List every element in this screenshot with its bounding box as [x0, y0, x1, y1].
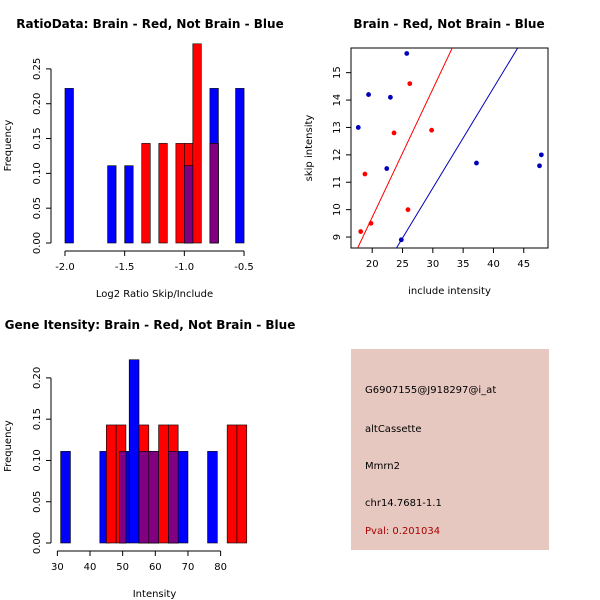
scatter-fit-line-not-brain [396, 48, 519, 248]
gene-y-tick-label: 0.15 [32, 408, 43, 430]
gene-x-tick-label: 60 [149, 562, 162, 573]
scatter-y-tick-label: 11 [332, 176, 343, 189]
scatter-point-not-brain [366, 92, 371, 97]
scatter-point-not-brain [355, 125, 361, 130]
pval: Pval: 0.201034 [365, 526, 441, 537]
ratio-bar-not-brain [107, 165, 117, 244]
gene-y-label: Frequency [3, 420, 14, 472]
gene-y-tick-label: 0.10 [32, 449, 43, 471]
probe-id: G6907155@J918297@i_at [365, 385, 497, 396]
scatter-x-label: include intensity [408, 286, 491, 297]
gene-bar-overlap [138, 451, 150, 544]
ratio-bar-brain [158, 143, 168, 244]
scatter-x-tick-label: 45 [517, 259, 530, 270]
ratio-y-tick-label: 0.00 [32, 232, 43, 254]
scatter-point-not-brain [388, 94, 393, 100]
gene-bar-overlap [119, 451, 127, 544]
gene-title: Gene Itensity: Brain - Red, Not Brain - … [5, 318, 296, 332]
gene-bar-brain [106, 424, 117, 544]
ratio-y-tick-label: 0.05 [32, 197, 43, 219]
ratio-bar-overlap [209, 143, 219, 244]
gene-y-tick-label: 0.20 [32, 367, 43, 389]
ratio-bar-brain [175, 143, 185, 244]
ratio-bar-not-brain [64, 88, 74, 244]
scatter-point-brain [358, 229, 364, 234]
gene-bar-not-brain [128, 359, 140, 544]
gene-x-tick-label: 70 [182, 562, 195, 573]
scatter-y-tick-label: 15 [332, 66, 343, 79]
ratio-y-tick-label: 0.15 [32, 127, 43, 149]
gene-bar-overlap [148, 451, 159, 544]
gene-bar-not-brain [207, 451, 218, 544]
scatter-y-label: skip intensity [304, 115, 315, 182]
gene-bar-overlap [168, 451, 179, 544]
ratio-y-tick-label: 0.25 [32, 58, 43, 80]
ratio-title: RatioData: Brain - Red, Not Brain - Blue [16, 17, 283, 31]
ratio-bar-brain [141, 143, 151, 244]
scatter-point-not-brain [537, 163, 542, 169]
scatter-x-tick-label: 35 [457, 259, 470, 270]
gene-x-tick-label: 50 [116, 562, 129, 573]
ratio-bar-brain [192, 43, 202, 244]
gene-y-tick-label: 0.00 [32, 532, 43, 554]
scatter-y-tick-label: 9 [332, 234, 343, 240]
gene-bar-brain [226, 424, 238, 544]
gene-name: Mmrn2 [365, 461, 401, 472]
ratio-x-tick-label: -1.5 [115, 262, 135, 273]
location: chr14.7681-1.1 [365, 498, 442, 509]
ratio-bar-not-brain [124, 165, 134, 244]
ratio-y-tick-label: 0.20 [32, 93, 43, 115]
ratio-y-label: Frequency [3, 120, 14, 172]
gene-x-label: Intensity [133, 589, 177, 600]
scatter-plot-frame [350, 47, 549, 249]
gene-bar-not-brain [177, 451, 189, 544]
scatter-point-not-brain [398, 237, 404, 243]
scatter-x-tick-label: 25 [396, 259, 409, 270]
scatter-point-not-brain [384, 166, 390, 171]
ratio-x-tick-label: -1.0 [175, 262, 195, 273]
scatter-y-tick-label: 10 [332, 203, 343, 216]
scatter-point-brain [391, 130, 397, 136]
gene-x-tick-label: 80 [214, 562, 227, 573]
scatter-fit-line-brain [357, 48, 453, 248]
gene-x-tick-label: 30 [51, 562, 64, 573]
gene-x-tick-label: 40 [84, 562, 97, 573]
scatter-title: Brain - Red, Not Brain - Blue [353, 17, 544, 31]
scatter-point-brain [362, 171, 368, 177]
info-panel: G6907155@J918297@i_at altCassette Mmrn2 … [351, 349, 549, 550]
scatter-y-tick-label: 14 [332, 94, 343, 107]
scatter-point-not-brain [404, 51, 410, 56]
scatter-point-brain [407, 81, 413, 87]
scatter-point-brain [405, 207, 411, 213]
scatter-point-brain [368, 220, 374, 226]
gene-bar-brain [236, 424, 248, 544]
scatter-point-not-brain [538, 152, 544, 158]
ratio-bar-overlap [184, 165, 194, 244]
gene-y-tick-label: 0.05 [32, 491, 43, 513]
scatter-x-tick-label: 30 [426, 259, 439, 270]
gene-bar-brain [158, 424, 169, 544]
scatter-point-not-brain [474, 160, 479, 166]
event-type: altCassette [365, 424, 422, 435]
scatter-x-tick-label: 20 [366, 259, 379, 270]
scatter-point-brain [429, 127, 435, 133]
ratio-x-tick-label: -2.0 [55, 262, 75, 273]
ratio-bar-not-brain [235, 88, 245, 244]
scatter-y-tick-label: 13 [332, 121, 343, 134]
ratio-x-tick-label: -0.5 [234, 262, 254, 273]
gene-bar-not-brain [60, 451, 71, 544]
ratio-x-label: Log2 Ratio Skip/Include [96, 289, 213, 300]
ratio-y-tick-label: 0.10 [32, 162, 43, 184]
scatter-x-tick-label: 40 [487, 259, 500, 270]
scatter-y-tick-label: 12 [332, 148, 343, 161]
